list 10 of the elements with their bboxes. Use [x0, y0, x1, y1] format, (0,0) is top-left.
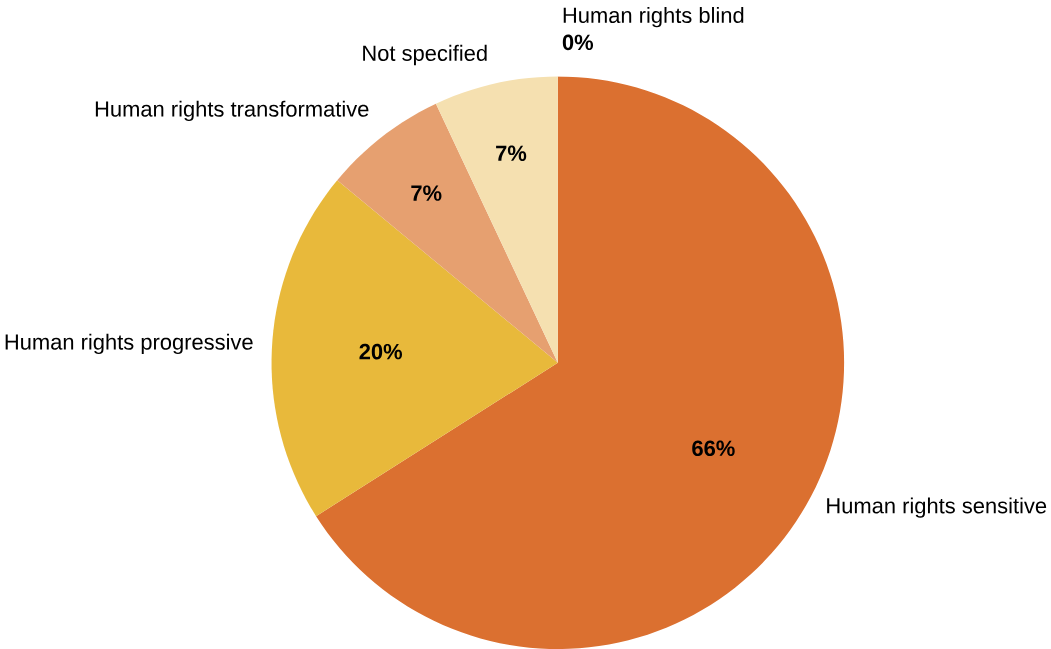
slice-label: Not specified	[363, 44, 487, 66]
text: 0%	[562, 34, 594, 51]
category-label: Human rights blind	[563, 6, 744, 28]
slice-label: Human rights transformative	[95, 100, 369, 122]
slice-label: Human rights progressive	[5, 333, 253, 355]
slice-label: Human rights sensitive	[827, 497, 1047, 518]
data-label: 20%	[359, 343, 403, 360]
data-label: 66%	[692, 440, 735, 457]
data-label: 7%	[411, 185, 442, 201]
data-label: 7%	[496, 145, 527, 161]
